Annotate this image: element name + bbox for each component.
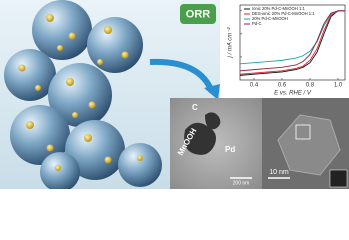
- graphical-abstract: ORR C MnOOH Pd 200 nm 10 nm 0.4 0.6 0.8 1.0…: [0, 0, 349, 189]
- particles: [184, 112, 221, 155]
- orr-badge: [180, 4, 216, 24]
- scale-label: 10 nm: [269, 169, 289, 176]
- series-line: [239, 10, 345, 76]
- orr-label: ORR: [186, 8, 211, 20]
- crystal: [277, 114, 341, 176]
- x-tick-label: 1.0: [334, 83, 343, 89]
- x-tick-label: 0.6: [278, 83, 287, 89]
- chart-panel: [220, 0, 349, 98]
- series-line: [239, 10, 345, 75]
- legend-label: Pd-C: [252, 21, 262, 26]
- y-axis-label: j / mA cm⁻²: [228, 27, 234, 59]
- series-line: [239, 10, 345, 65]
- legend-label: DES-ionic 20% Pd-C-MnOOH 1:1: [252, 11, 315, 16]
- tem-label: Pd: [225, 145, 235, 154]
- legend-label: Ionic 20% Pd-C-MnOOH 1:1: [252, 6, 305, 11]
- page: {"chart_data": {"type": "line", "x": [0.…: [0, 0, 349, 189]
- series-line: [239, 10, 345, 72]
- arrow: [149, 58, 215, 94]
- tem-label: C: [192, 103, 198, 112]
- plot-frame: [239, 4, 346, 81]
- legend-label: 20% Pd-C-MnOOH: [252, 16, 288, 21]
- x-tick-label: 0.4: [250, 83, 259, 89]
- fft-inset: [329, 169, 348, 188]
- arrow-head: [204, 84, 220, 100]
- zoom-box: [295, 124, 311, 140]
- x-tick-label: 0.8: [306, 83, 315, 89]
- spheres: [4, 0, 162, 189]
- scale-label: 200 nm: [233, 180, 250, 186]
- x-axis-label: E vs. RHE / V: [274, 91, 312, 97]
